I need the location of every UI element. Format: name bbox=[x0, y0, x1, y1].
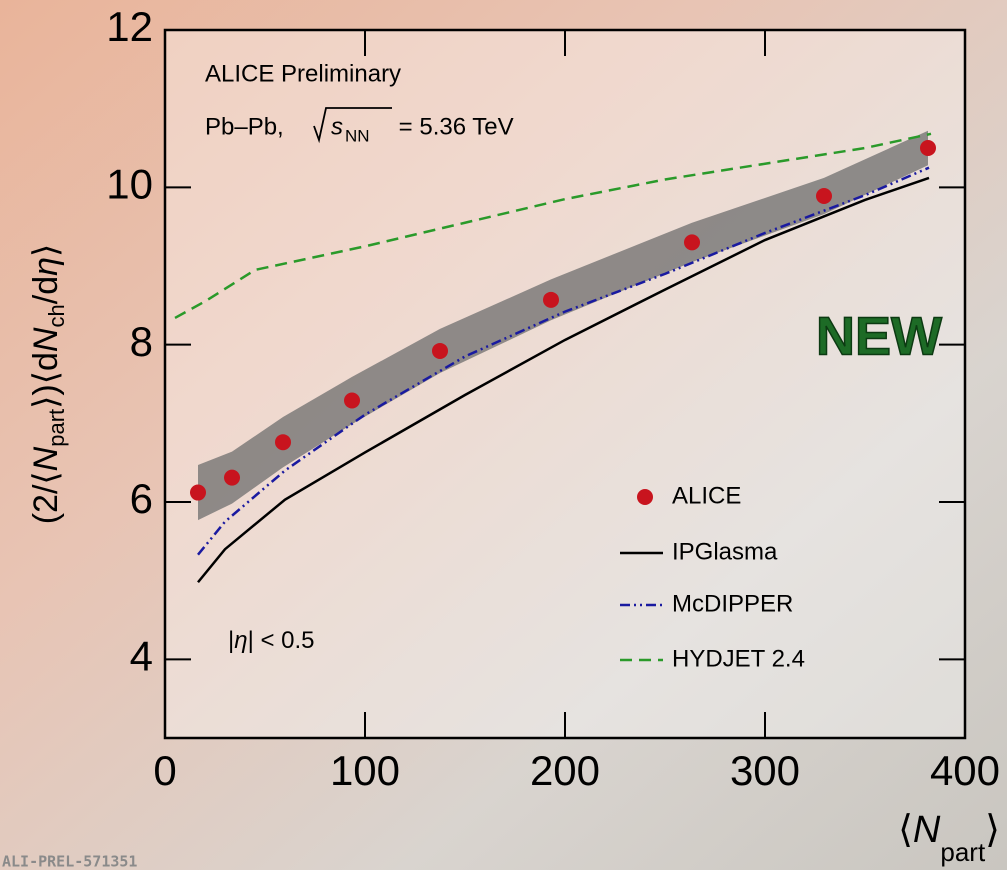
x-label-text: part bbox=[940, 837, 986, 867]
legend-label: HYDJET 2.4 bbox=[672, 645, 805, 672]
legend-label: McDIPPER bbox=[672, 590, 793, 617]
y-label-text: N bbox=[27, 446, 65, 471]
y-label-text: ch bbox=[44, 304, 69, 327]
data-point bbox=[190, 485, 206, 501]
y-axis-label: (2/⟨Npart⟩)⟨dNch/dη⟩ bbox=[27, 244, 69, 525]
y-label-text: N bbox=[27, 327, 65, 352]
y-tick-label: 8 bbox=[130, 318, 153, 365]
data-point bbox=[684, 234, 700, 250]
x-label-text: ⟨ bbox=[898, 809, 913, 851]
x-tick-label: 200 bbox=[530, 747, 600, 794]
system-text: NN bbox=[345, 126, 370, 145]
system-text: s bbox=[331, 113, 343, 140]
system-text: Pb–Pb, bbox=[205, 113, 284, 140]
system-text: = 5.36 TeV bbox=[392, 113, 514, 140]
data-point bbox=[816, 188, 832, 204]
eta-text: | < 0.5 bbox=[248, 627, 315, 654]
y-tick-label: 10 bbox=[106, 160, 153, 207]
y-tick-label: 12 bbox=[106, 3, 153, 50]
data-point bbox=[432, 343, 448, 359]
y-label-text: part bbox=[44, 409, 69, 447]
legend-label: IPGlasma bbox=[672, 538, 778, 565]
x-tick-label: 0 bbox=[153, 747, 176, 794]
x-tick-label: 300 bbox=[730, 747, 800, 794]
x-tick-label: 400 bbox=[930, 747, 1000, 794]
y-label-text: (2/⟨ bbox=[27, 471, 65, 524]
chart: ALICE Preliminary Pb–Pb, s NN = 5.36 TeV… bbox=[0, 0, 1007, 870]
data-point bbox=[344, 393, 360, 409]
legend-marker bbox=[637, 489, 653, 505]
y-label-text: /d bbox=[27, 276, 65, 304]
x-tick-label: 100 bbox=[330, 747, 400, 794]
y-tick-label: 4 bbox=[130, 632, 153, 679]
data-point bbox=[275, 434, 291, 450]
y-label-text: η bbox=[27, 257, 65, 276]
experiment-label: ALICE Preliminary bbox=[205, 60, 401, 87]
y-tick-label: 6 bbox=[130, 475, 153, 522]
figure-id: ALI-PREL-571351 bbox=[2, 853, 137, 870]
data-point bbox=[543, 292, 559, 308]
eta-label: |η| < 0.5 bbox=[228, 627, 315, 654]
legend-label: ALICE bbox=[672, 482, 741, 509]
y-label-text: ⟩)⟨d bbox=[27, 352, 65, 409]
eta-text: η bbox=[234, 627, 247, 654]
x-label-text: ⟩ bbox=[985, 809, 1000, 851]
y-label-text: ⟩ bbox=[27, 244, 65, 257]
data-point bbox=[224, 470, 240, 486]
x-label-text: N bbox=[913, 809, 941, 851]
new-badge: NEW bbox=[816, 306, 942, 366]
data-point bbox=[920, 140, 936, 156]
